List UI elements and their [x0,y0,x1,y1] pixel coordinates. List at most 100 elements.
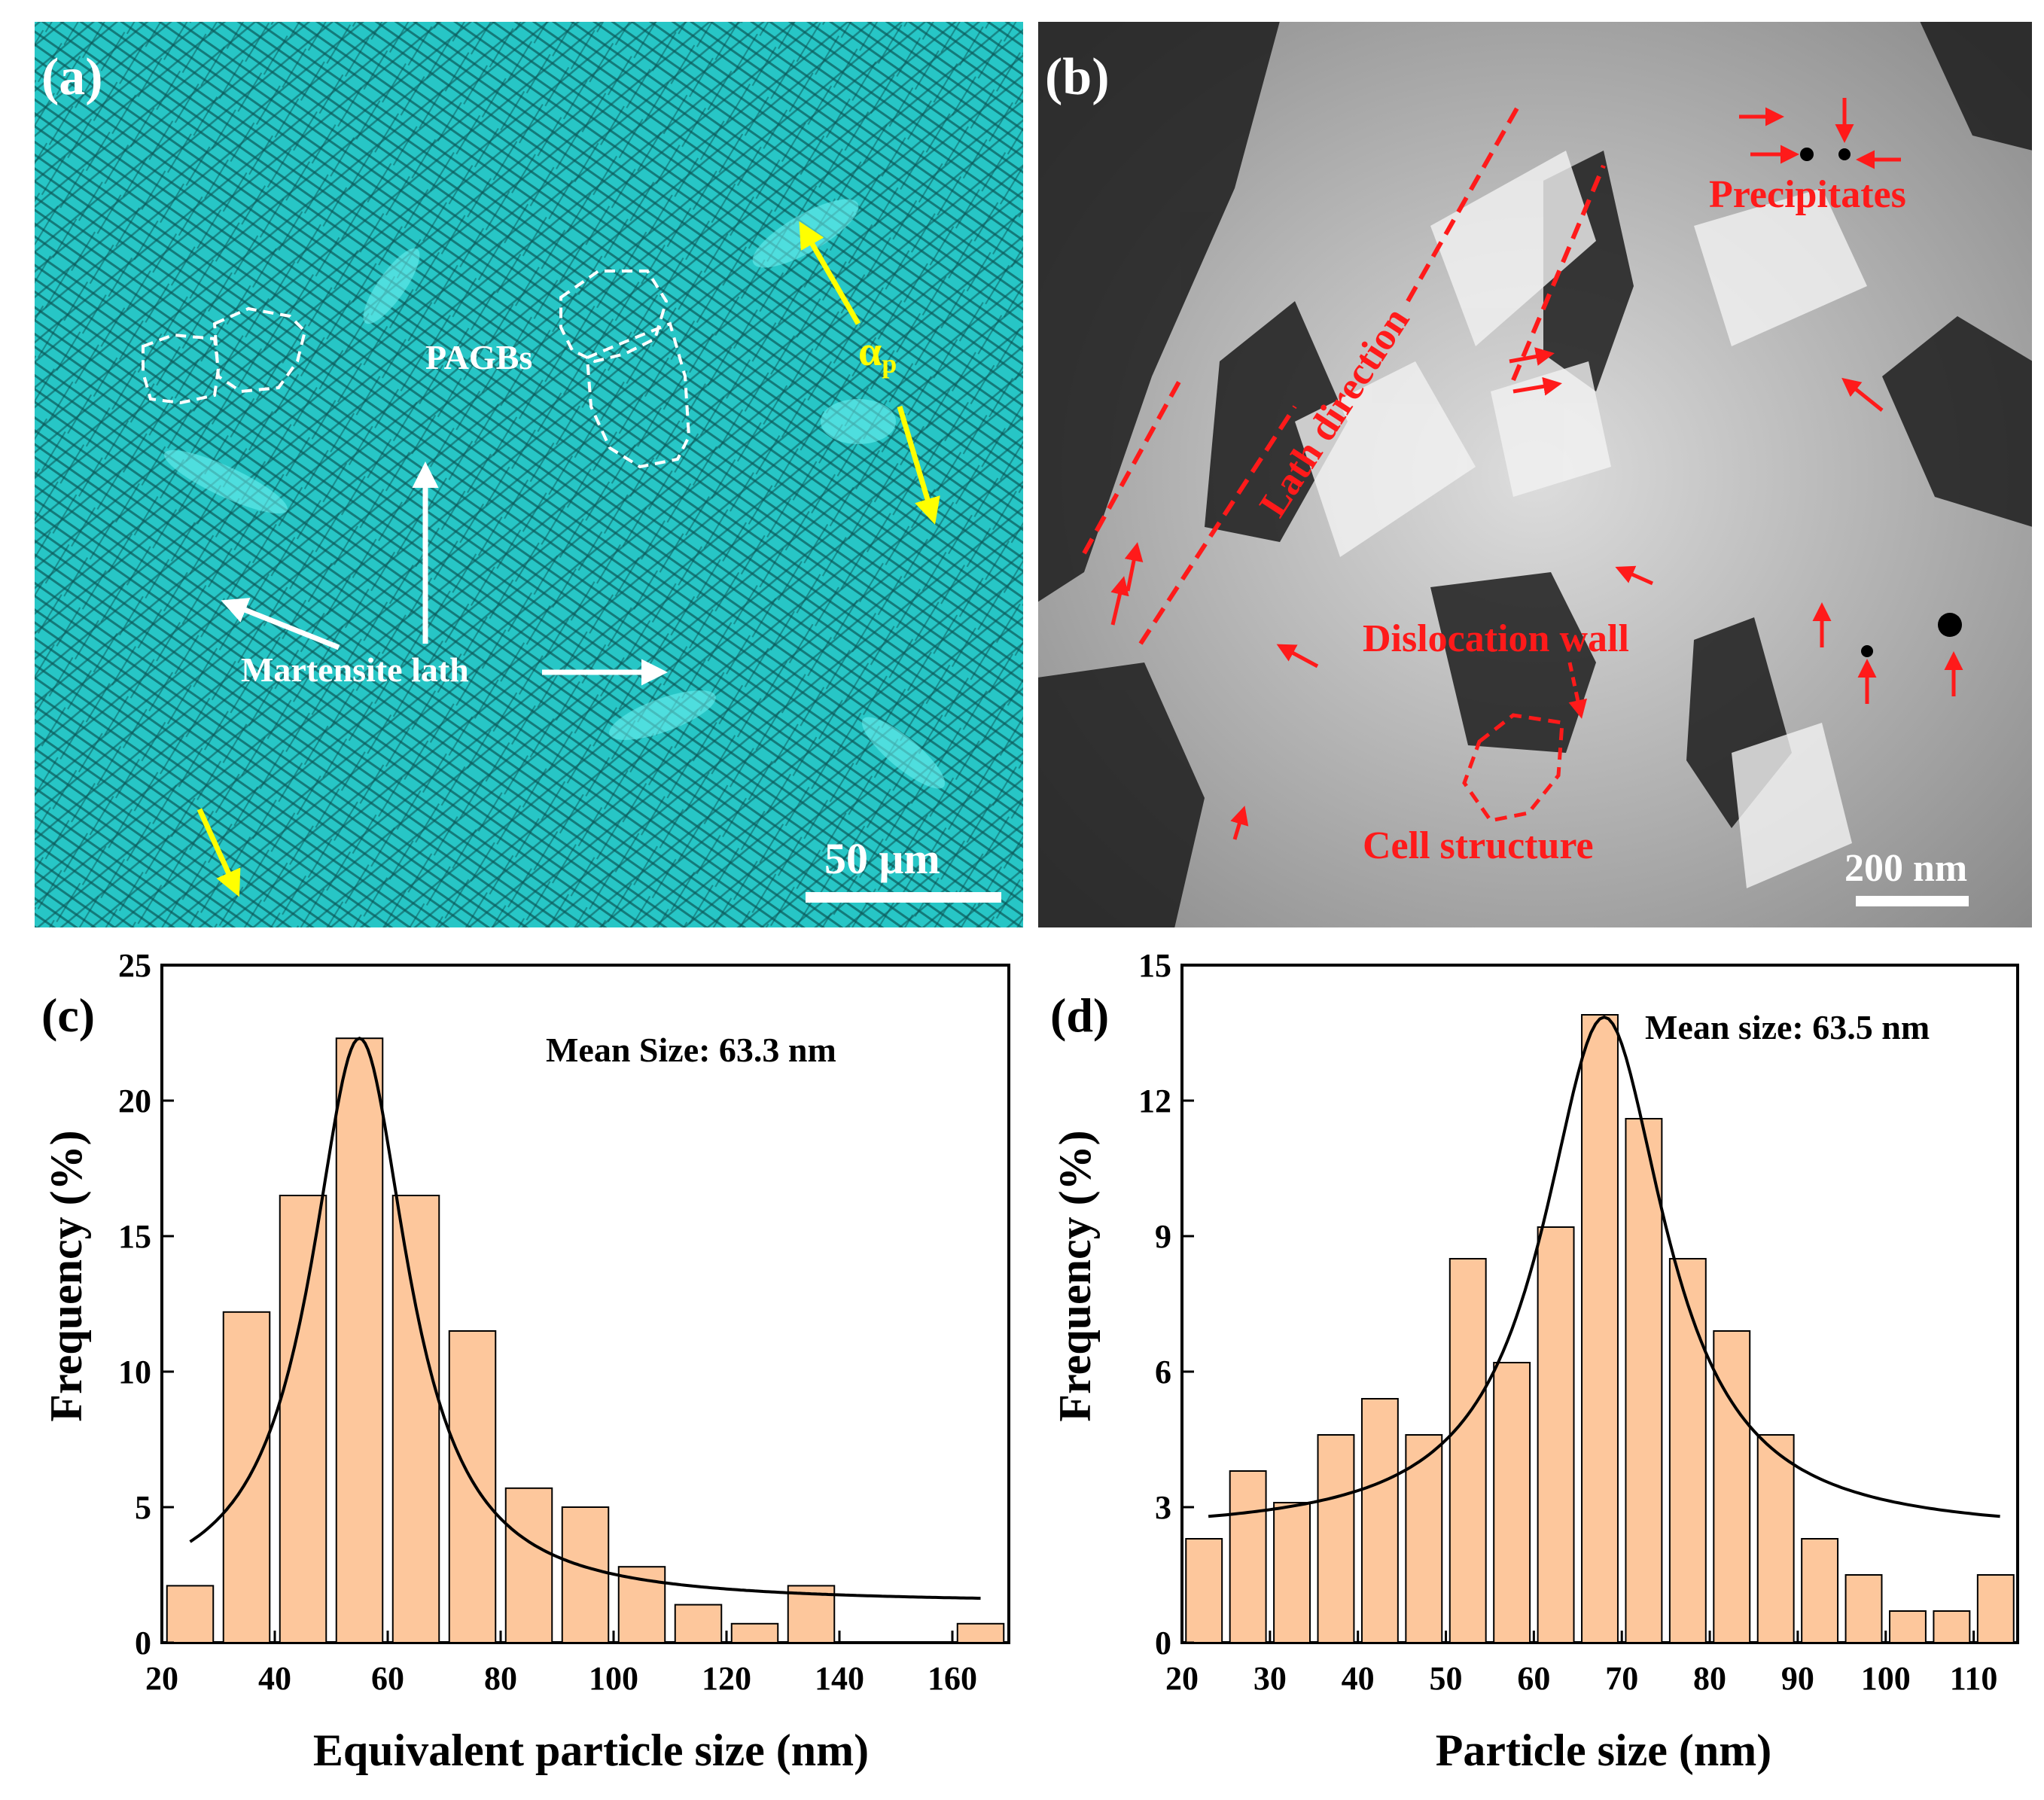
histogram-bar [956,1622,1005,1644]
x-tick-label: 140 [815,1660,864,1697]
histogram-bar [166,1585,215,1643]
histogram-bar [1756,1434,1795,1643]
dislocation-wall-pointer [1567,662,1588,719]
wall-arrow-3 [1841,377,1884,412]
wall-arrow-5 [1276,644,1319,669]
chart-d: (d) Mean size: 63.5 nm Frequency (%) Par… [1050,947,2019,1775]
histogram-bar [335,1037,384,1643]
x-tick-label: 160 [928,1660,977,1697]
y-tick-label: 15 [1138,947,1171,984]
martensite-lath-label: Martensite lath [241,650,469,689]
panel-a-micrograph [34,21,1024,928]
histogram-bar [1801,1538,1839,1643]
histogram-bar [1844,1574,1883,1643]
histogram-bar [1888,1610,1927,1643]
scale-bar-b-label: 200 nm [1844,847,1967,890]
precipitates-label: Precipitates [1709,173,1906,216]
y-tick-label: 10 [118,1354,151,1390]
lath-arrow-1 [1110,576,1129,626]
histogram-bar [561,1506,610,1643]
histogram-bar [730,1622,779,1644]
alpha-p-arrow-down [897,405,940,525]
alpha-p-label: αp [858,328,897,379]
histogram-bar [391,1195,440,1643]
lath-line-4 [1511,164,1606,382]
wall-arrow-4 [1615,565,1654,586]
histogram-bar [1537,1226,1575,1643]
histogram-bar [1493,1362,1531,1643]
panel-b-label: (b) [1045,48,1110,106]
pagb-outline-4 [585,321,691,469]
x-tick-label: 100 [1861,1660,1911,1697]
y-tick-label: 9 [1155,1218,1171,1255]
x-tick-label: 70 [1605,1660,1638,1697]
chart-c-panel-label: (c) [41,988,95,1042]
fit-curve [1208,1015,2000,1518]
chart-c-mean-annotation: Mean Size: 63.3 nm [546,1031,836,1069]
y-tick-label: 25 [118,947,151,984]
y-tick-label: 5 [135,1489,151,1526]
histogram-bar [279,1195,327,1643]
cell-outline [1462,713,1564,823]
x-tick-label: 40 [258,1660,291,1697]
histogram-bar [1581,1014,1619,1643]
pagb-outline-2 [212,306,307,394]
chart-d-mean-annotation: Mean size: 63.5 nm [1645,1008,1930,1046]
histogram-bar [504,1487,553,1644]
pagb-outline-3 [559,270,669,364]
alpha-p-arrow-bottom [196,808,241,897]
pagbs-label: PAGBs [425,338,532,376]
x-tick-label: 120 [702,1660,751,1697]
panel-b-micrograph [1037,21,2033,928]
y-tick-label: 12 [1138,1083,1171,1119]
x-tick-label: 60 [1517,1660,1550,1697]
histogram-bar [1317,1434,1355,1643]
chart-c-xlabel: Equivalent particle size (nm) [313,1725,869,1775]
panel-a-label: (a) [41,48,103,106]
chart-d-ylabel: Frequency (%) [1050,1130,1100,1421]
scale-bar-a-label: 50 μm [824,834,940,883]
histogram-bar [448,1330,497,1643]
x-tick-label: 110 [1950,1660,1998,1697]
y-tick-label: 0 [135,1625,151,1661]
x-tick-label: 30 [1254,1660,1287,1697]
y-tick-label: 0 [1155,1625,1171,1661]
pagb-outline-1 [142,333,221,405]
panel-a-annotations: (a) PAGBs Martensite lath αp 50 μm [41,48,1001,903]
histogram-bar [1229,1470,1267,1643]
y-tick-label: 20 [118,1083,151,1119]
x-tick-label: 40 [1342,1660,1375,1697]
x-tick-label: 20 [1165,1660,1199,1697]
histogram-bar [1933,1610,1971,1643]
histogram-bar [1273,1502,1311,1643]
chart-c: (c) Mean Size: 63.3 nm Frequency (%) Equ… [41,947,1010,1775]
scale-bar-b [1856,896,1969,906]
x-tick-label: 50 [1430,1660,1463,1697]
chart-d-xlabel: Particle size (nm) [1436,1725,1771,1775]
lath-line-3 [1406,100,1523,303]
histogram-bar [1976,1574,2015,1643]
x-tick-label: 80 [484,1660,517,1697]
histogram-bar [1448,1258,1487,1643]
histogram-bar [1668,1258,1707,1643]
x-tick-label: 100 [589,1660,638,1697]
x-tick-label: 90 [1781,1660,1814,1697]
wall-arrow-2 [1509,347,1555,366]
fit-curve [189,1037,981,1600]
chart-d-panel-label: (d) [1050,988,1109,1042]
histogram-bar [1405,1434,1443,1643]
histogram-bar [222,1311,271,1644]
lath-line-1 [1082,375,1184,555]
y-tick-label: 15 [118,1218,151,1255]
alpha-p-arrow-up [799,221,861,325]
scale-bar-a [806,892,1001,903]
histogram-bar [1360,1398,1399,1643]
x-tick-label: 60 [371,1660,404,1697]
x-tick-label: 20 [145,1660,178,1697]
x-tick-label: 80 [1693,1660,1726,1697]
cell-arrow [1230,806,1249,840]
lath-arrow-2 [1124,542,1144,592]
lath-line-2 [1138,405,1297,645]
y-tick-label: 6 [1155,1354,1171,1390]
